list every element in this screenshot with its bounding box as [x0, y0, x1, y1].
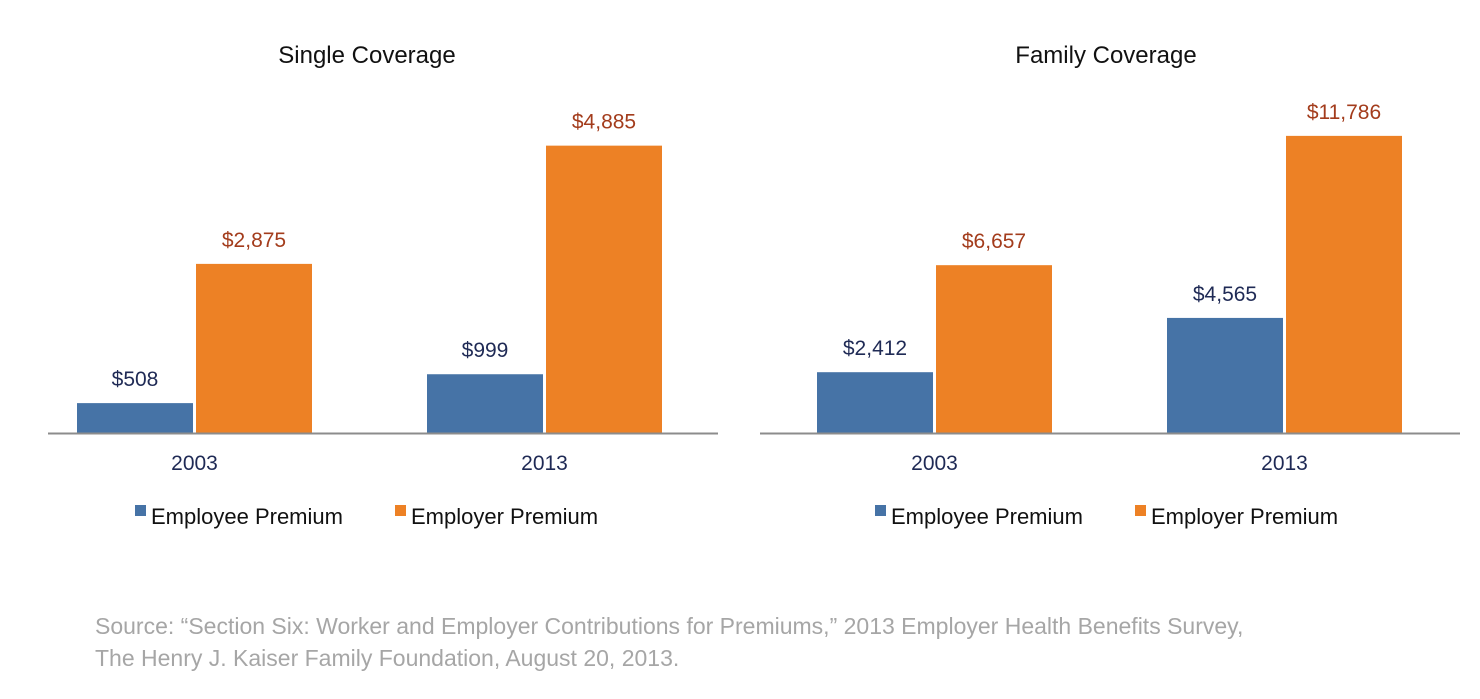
family-bar-2013-employee — [1167, 317, 1283, 433]
single-bar-2013-employer — [546, 145, 662, 433]
single-bar-2003-employer — [196, 263, 312, 433]
single-data-label-2013-employer: $4,885 — [572, 111, 636, 134]
single-data-label-2003-employee: $508 — [112, 368, 159, 391]
single-x-tick-2003: 2003 — [171, 452, 218, 475]
single-x-tick-2013: 2013 — [521, 452, 568, 475]
family-legend-swatch-employee — [875, 505, 886, 516]
family-bar-2003-employer — [936, 265, 1052, 433]
single-bar-2013-employee — [427, 374, 543, 433]
single-chart-title: Single Coverage — [278, 42, 455, 69]
single-data-label-2013-employee: $999 — [462, 339, 509, 362]
family-x-tick-2003: 2003 — [911, 452, 958, 475]
family-data-label-2003-employer: $6,657 — [962, 230, 1026, 253]
single-legend-label-employee: Employee Premium — [151, 504, 343, 529]
family-legend-label-employee: Employee Premium — [891, 504, 1083, 529]
family-data-label-2003-employee: $2,412 — [843, 337, 907, 360]
family-legend-swatch-employer — [1135, 505, 1146, 516]
source-line-1: Source: “Section Six: Worker and Employe… — [95, 613, 1244, 639]
family-bar-2003-employee — [817, 372, 933, 433]
family-bar-2013-employer — [1286, 135, 1402, 433]
family-data-label-2013-employee: $4,565 — [1193, 283, 1257, 306]
family-chart-title: Family Coverage — [1015, 42, 1196, 69]
source-note: Source: “Section Six: Worker and Employe… — [95, 610, 1243, 674]
family-legend-label-employer: Employer Premium — [1151, 504, 1338, 529]
single-legend-swatch-employer — [395, 505, 406, 516]
family-x-tick-2013: 2013 — [1261, 452, 1308, 475]
single-data-label-2003-employer: $2,875 — [222, 229, 286, 252]
source-line-2: The Henry J. Kaiser Family Foundation, A… — [95, 645, 680, 671]
single-legend-label-employer: Employer Premium — [411, 504, 598, 529]
single-legend-swatch-employee — [135, 505, 146, 516]
single-bar-2003-employee — [77, 403, 193, 433]
family-data-label-2013-employer: $11,786 — [1307, 101, 1381, 124]
